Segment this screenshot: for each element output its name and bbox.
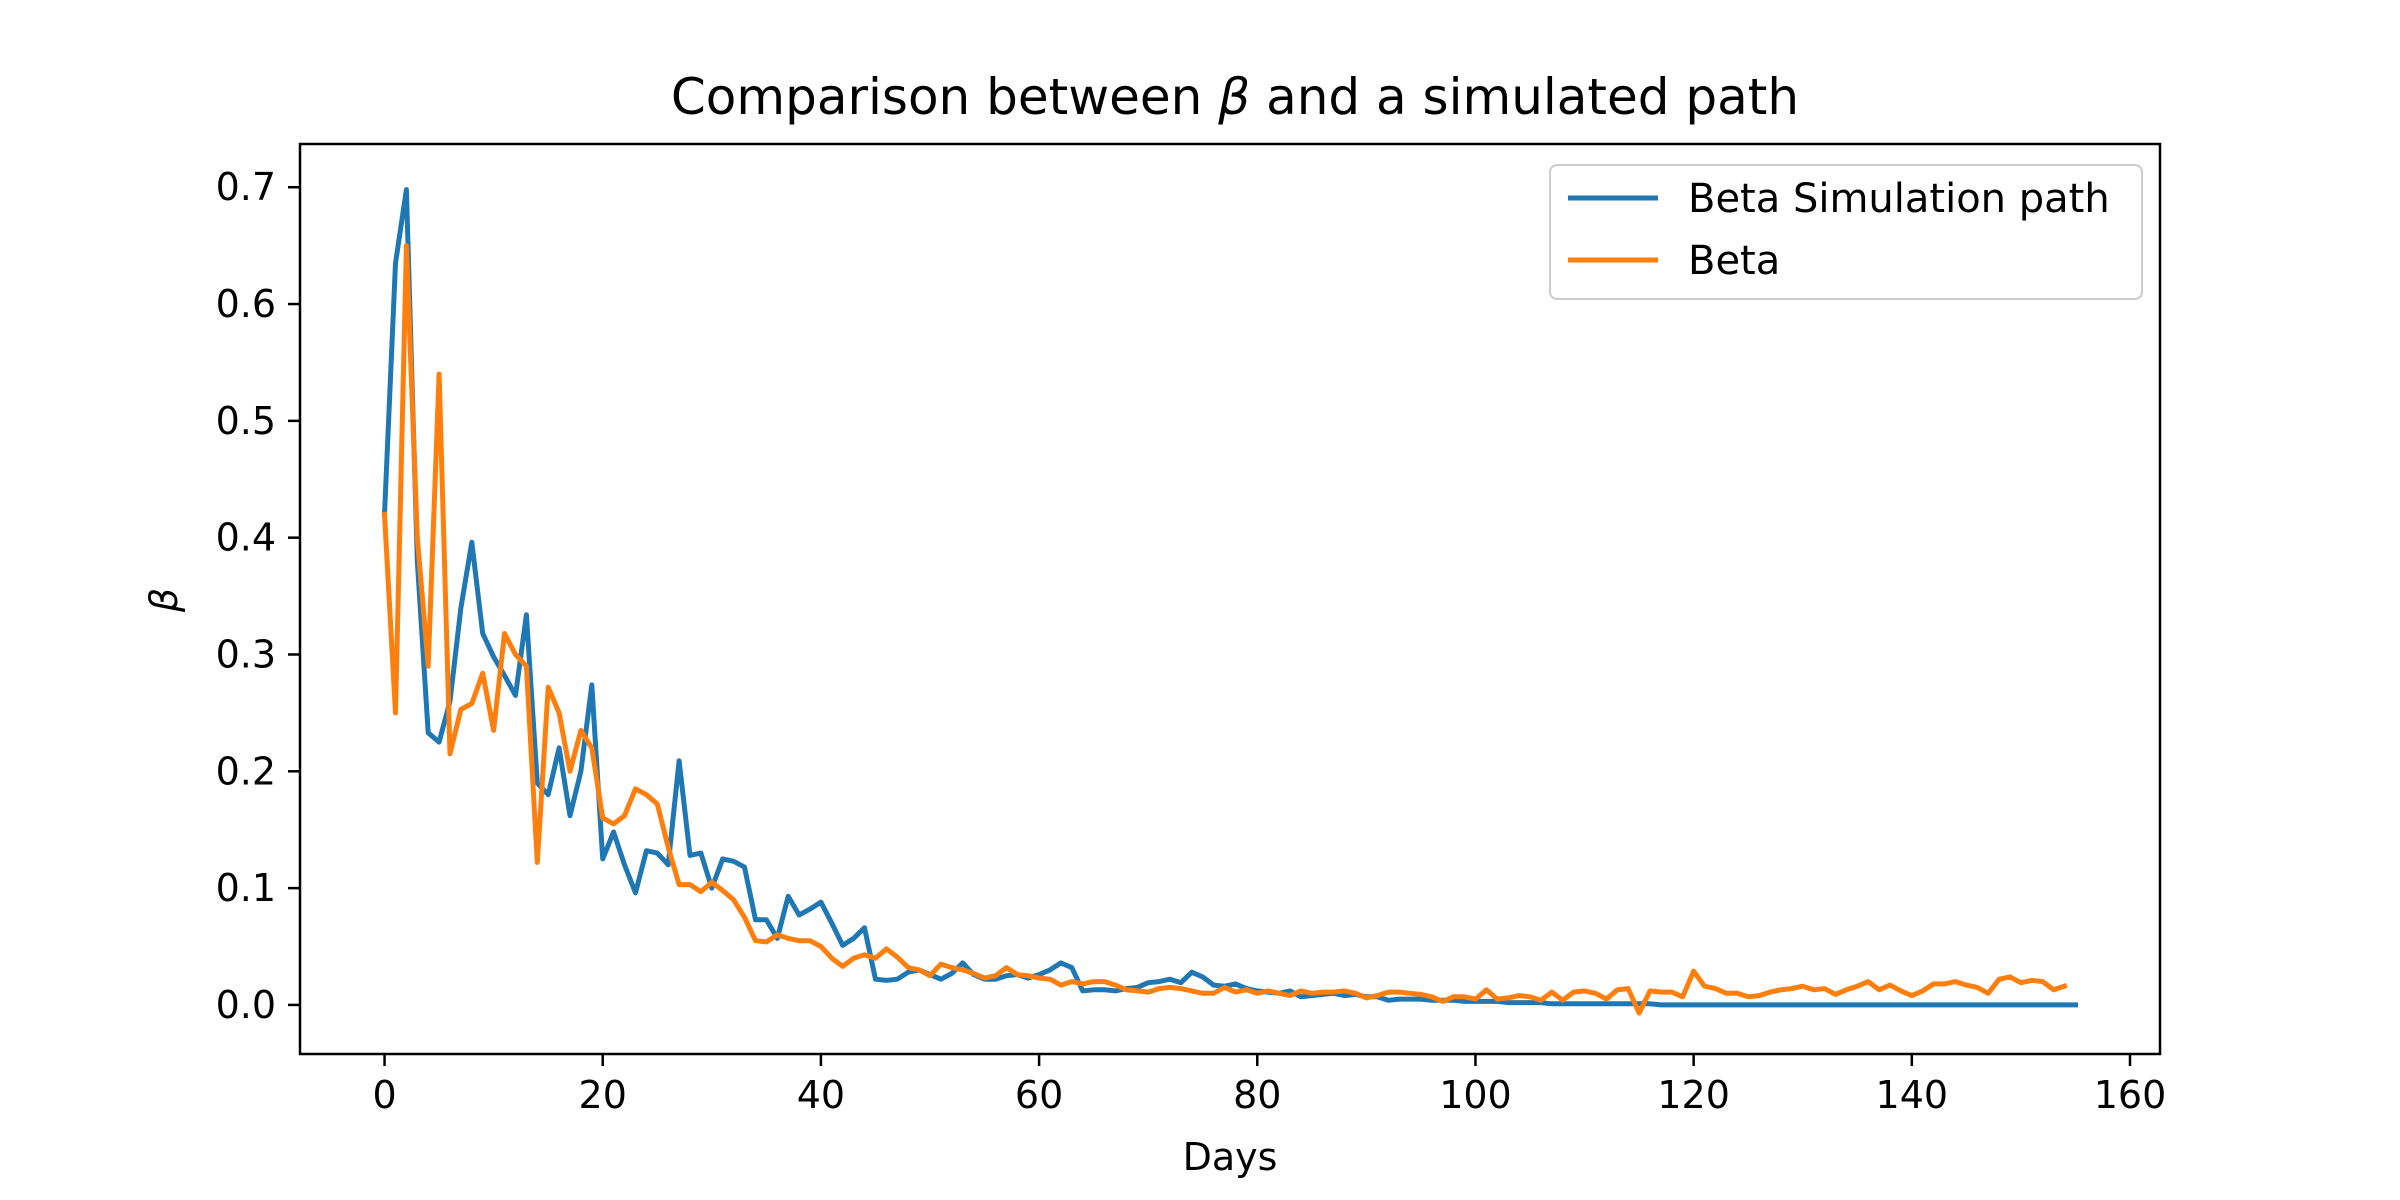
plot-lines [381,187,2078,1016]
legend-label-simulation: Beta Simulation path [1688,176,2110,222]
x-tick-label: 80 [1233,1073,1281,1117]
x-tick-label: 160 [2094,1073,2167,1117]
legend: Beta Simulation path Beta [1549,164,2143,300]
y-tick-label: 0.1 [216,866,276,910]
y-tick-label: 0.2 [216,749,276,793]
x-tick-label: 60 [1015,1073,1063,1117]
x-tick-label: 100 [1439,1073,1512,1117]
x-axis-ticks: 0 20 40 60 80 100 120 140 160 [372,1054,2166,1117]
y-tick-label: 0.3 [216,632,276,676]
y-tick-label: 0.5 [216,399,276,443]
x-tick-label: 140 [1876,1073,1949,1117]
y-tick-label: 0.0 [216,983,276,1027]
y-tick-label: 0.6 [216,282,276,326]
y-tick-label: 0.7 [216,165,276,209]
y-axis-ticks: 0.0 0.1 0.2 0.3 0.4 0.5 0.6 0.7 [216,165,300,1027]
legend-label-beta: Beta [1688,238,1780,284]
x-tick-label: 120 [1657,1073,1730,1117]
y-tick-label: 0.4 [216,516,276,560]
y-axis-label: β [142,588,186,613]
series-line-beta-simulation-path [381,187,2078,1008]
x-axis-label: Days [1183,1135,1278,1179]
series-line-beta [381,243,2068,1016]
x-tick-label: 40 [797,1073,845,1117]
chart-title: Comparison between β and a simulated pat… [671,68,1799,126]
plot-frame [298,142,2162,1056]
x-tick-label: 0 [372,1073,396,1117]
x-tick-label: 20 [579,1073,627,1117]
legend-box [1549,164,2143,300]
